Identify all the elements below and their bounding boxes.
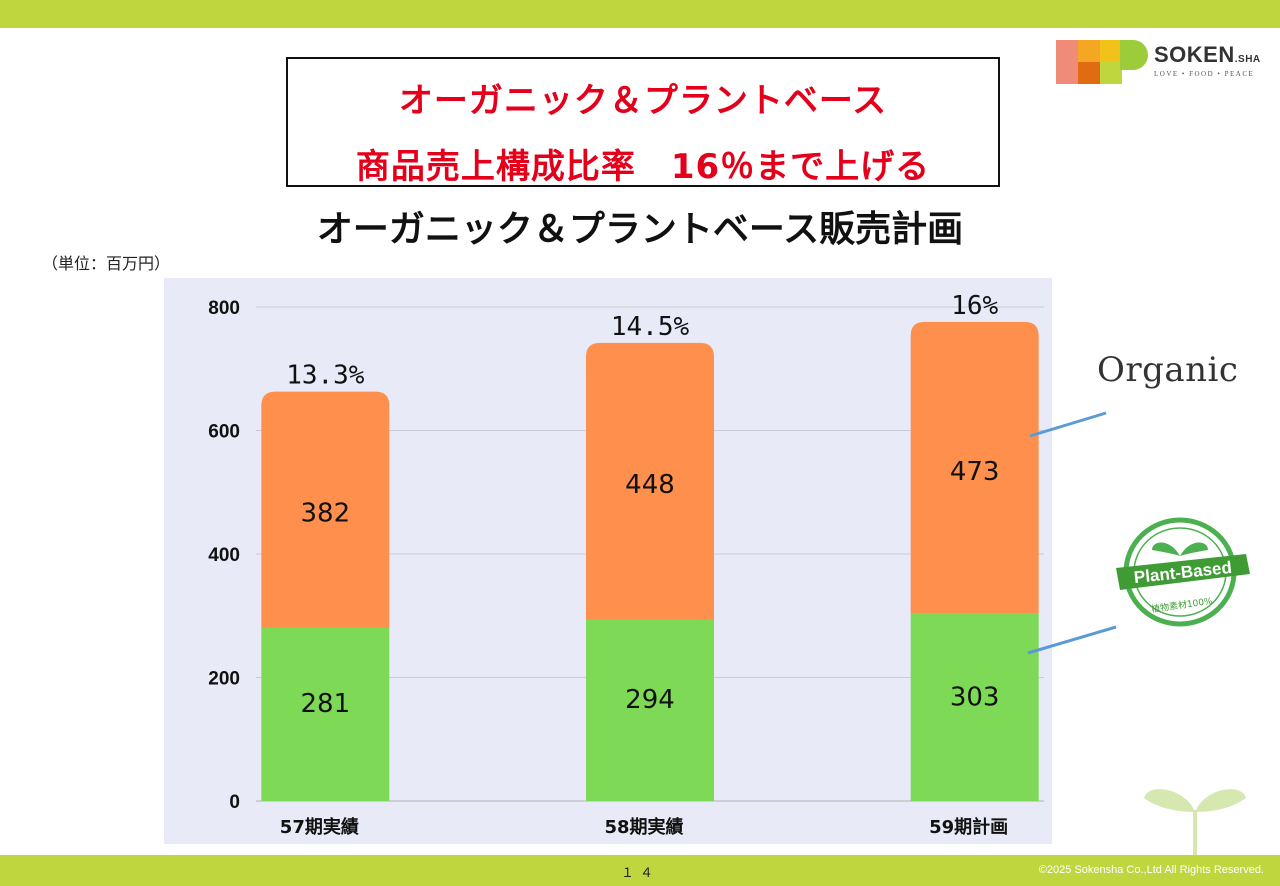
bottom-accent-bar — [0, 855, 1280, 886]
sokensha-logo: SOKEN.SHA LOVE • FOOD • PEACE — [1056, 38, 1270, 86]
headline-box: オーガニック＆プラントベース 商品売上構成比率 16％まで上げる — [286, 57, 1000, 187]
bar-segment-organic — [586, 342, 714, 620]
headline-line-1: オーガニック＆プラントベース — [398, 81, 888, 121]
data-label-organic: 473 — [950, 457, 1000, 487]
bar-segment-plant-based — [261, 627, 390, 801]
bar-segment-plant-based — [586, 619, 714, 801]
bar-segment-plant-based — [910, 613, 1039, 801]
data-label-plant-based: 303 — [950, 682, 1000, 712]
ratio-annotation: 13.3% — [286, 361, 365, 391]
x-tick-label: 58期実績 — [604, 816, 683, 838]
bar-segment-organic — [261, 391, 390, 628]
plant-based-logo: Plant-Based 植物素材100% — [1116, 517, 1250, 627]
copyright-text: ©2025 Sokensha Co.,Ltd All Rights Reserv… — [1038, 864, 1264, 876]
ratio-annotation: 14.5% — [611, 312, 690, 342]
y-tick-label: 600 — [208, 422, 240, 443]
data-label-plant-based: 281 — [301, 689, 351, 719]
data-label-plant-based: 294 — [625, 685, 675, 715]
y-tick-label: 200 — [208, 669, 240, 690]
plant-based-leader-line — [1027, 625, 1117, 655]
chart-title: オーガニック＆プラントベース販売計画 — [316, 209, 964, 250]
organic-leader-line — [1029, 411, 1107, 438]
organic-logo: Organic — [1097, 350, 1239, 390]
data-label-organic: 448 — [625, 470, 675, 500]
x-tick-label: 57期実績 — [280, 816, 359, 838]
logo-tagline: LOVE • FOOD • PEACE — [1154, 70, 1255, 78]
y-tick-label: 0 — [229, 792, 240, 813]
page-number: １４ — [620, 866, 659, 881]
unit-label: （単位：百万円） — [42, 254, 171, 273]
y-tick-label: 800 — [208, 298, 240, 319]
data-label-organic: 382 — [301, 499, 351, 529]
x-tick-label: 59期計画 — [929, 816, 1008, 838]
headline-line-2: 商品売上構成比率 16％まで上げる — [355, 147, 931, 187]
ratio-annotation: 16% — [951, 291, 998, 321]
logo-brand: SOKEN — [1154, 42, 1235, 67]
logo-brand-suffix: .SHA — [1234, 54, 1261, 65]
bar-segment-organic — [910, 321, 1039, 614]
y-tick-label: 400 — [208, 545, 240, 566]
sprout-icon — [1144, 789, 1246, 856]
top-accent-bar — [0, 0, 1280, 28]
